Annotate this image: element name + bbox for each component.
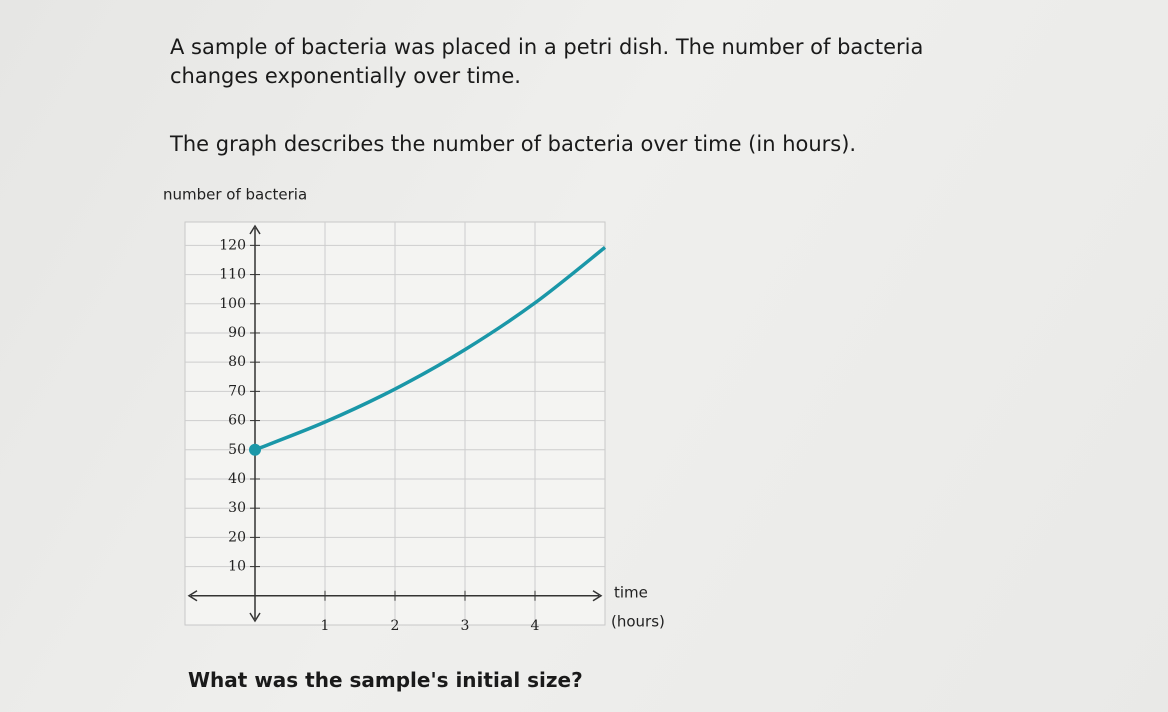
x-tick-label: 1 [321, 618, 330, 634]
y-tick-label: 80 [228, 354, 246, 370]
y-tick-label: 10 [228, 559, 246, 575]
x-tick-label: 3 [461, 618, 470, 634]
y-tick-label: 110 [219, 267, 246, 283]
x-axis-arrow [187, 590, 603, 602]
y-axis-arrow [249, 224, 261, 623]
y-tick-label: 120 [219, 237, 246, 253]
y-tick-label: 20 [228, 529, 246, 545]
graph-note: The graph describes the number of bacter… [170, 132, 857, 156]
y-tick-label: 60 [228, 413, 246, 429]
y-tick-label: 50 [228, 442, 246, 458]
question: What was the sample's initial size? [188, 668, 583, 692]
y-tick-label: 90 [228, 325, 246, 341]
y-tick-label: 70 [228, 383, 246, 399]
y-tick-label: 100 [219, 296, 246, 312]
x-tick-label: 2 [391, 618, 400, 634]
growth-curve [254, 246, 607, 452]
y-tick-label: 30 [228, 500, 246, 516]
y-tick-label: 40 [228, 471, 246, 487]
start-point [249, 443, 261, 456]
y-axis-label: number of bacteria [163, 186, 307, 204]
x-axis-label: (hours) [611, 613, 665, 631]
x-axis-label: time [614, 584, 648, 602]
x-tick-label: 4 [531, 618, 540, 634]
problem-text: A sample of bacteria was placed in a pet… [170, 35, 924, 88]
